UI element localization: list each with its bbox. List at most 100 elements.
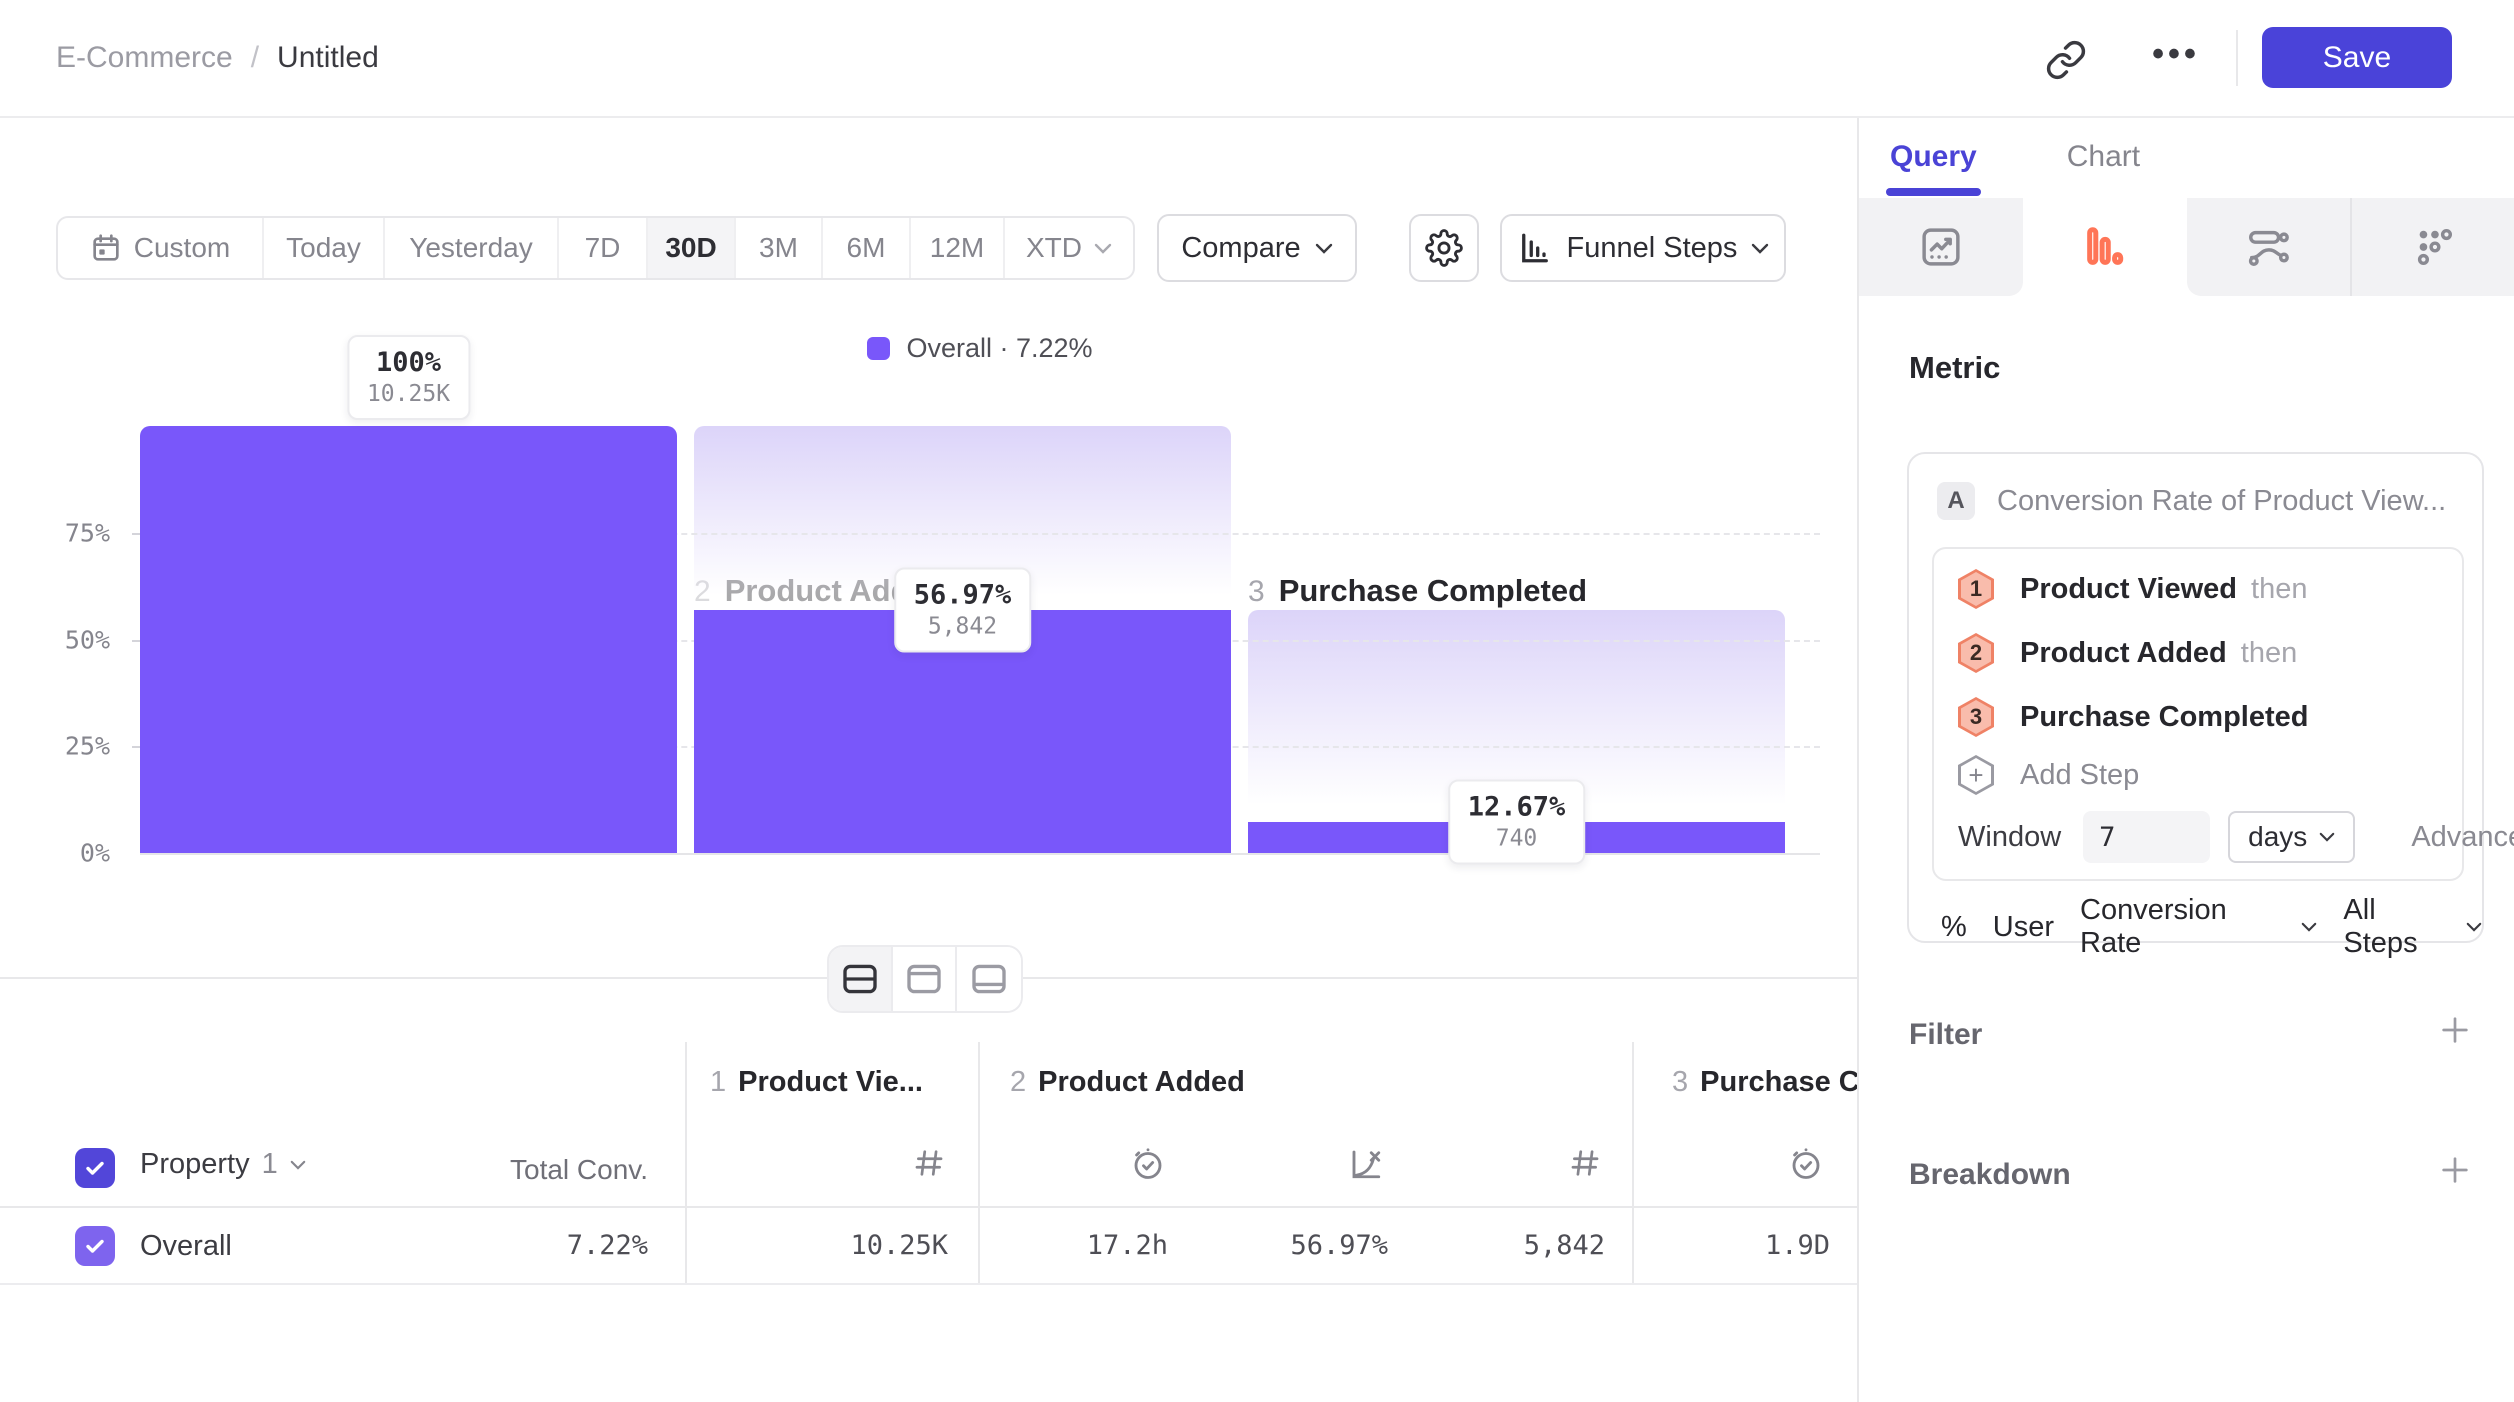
layout-table-only-button[interactable] [957, 947, 1021, 1011]
add-step-button[interactable]: + Add Step [1958, 755, 2139, 795]
step-row-1[interactable]: 1 Product Viewed then [1958, 569, 2307, 609]
measure-type-dropdown[interactable]: Conversion Rate [2080, 894, 2317, 960]
step-then-label: then [2251, 572, 2308, 605]
window-unit-dropdown[interactable]: days [2228, 811, 2356, 863]
chart-settings-button[interactable] [1409, 214, 1479, 282]
conversion-window-row: Window days Advanced [1958, 811, 2514, 863]
time-to-convert-icon[interactable] [1130, 1146, 1166, 1182]
date-range-30d-selected[interactable]: 30D [648, 218, 736, 278]
report-canvas: Custom Today Yesterday 7D 30D 3M 6M 12M … [0, 118, 1857, 1402]
step-badge-3: 3 [1958, 697, 1994, 737]
series-row[interactable]: A Conversion Rate of Product View... [1937, 482, 2446, 520]
table-row-border [0, 1283, 1857, 1285]
colgroup-name: Product Vie... [738, 1066, 923, 1098]
bottom-panel-icon [971, 963, 1007, 995]
layout-chart-only-button[interactable] [893, 947, 957, 1011]
y-tick [132, 746, 146, 749]
breadcrumb: E-Commerce / Untitled [56, 0, 379, 116]
gridline-75 [140, 532, 1820, 535]
viz-tab-retention[interactable] [2350, 198, 2514, 296]
x-axis-step-3: 3 Purchase Completed [1248, 573, 1587, 609]
date-range-3m[interactable]: 3M [736, 218, 823, 278]
series-badge: A [1937, 482, 1975, 520]
check-icon [86, 1239, 104, 1253]
y-tick [132, 639, 146, 642]
compare-button[interactable]: Compare [1157, 214, 1357, 282]
bar-pct: 56.97% [913, 579, 1012, 611]
date-range-today[interactable]: Today [264, 218, 385, 278]
property-label: Property [140, 1148, 250, 1180]
date-range-7d[interactable]: 7D [559, 218, 648, 278]
measure-actor-label[interactable]: User [1992, 910, 2055, 943]
table-colgroup-step-2[interactable]: 2 Product Added [1010, 1066, 1245, 1099]
percent-icon: % [1941, 910, 1967, 943]
viz-tab-flows[interactable] [2186, 198, 2351, 296]
select-all-checkbox[interactable] [75, 1148, 115, 1188]
bar-pct: 12.67% [1467, 791, 1566, 823]
date-range-xtd[interactable]: XTD [1005, 218, 1133, 278]
date-range-yesterday[interactable]: Yesterday [385, 218, 559, 278]
top-panel-icon [906, 963, 942, 995]
copy-link-button[interactable] [2042, 36, 2090, 84]
count-icon[interactable] [1568, 1146, 1602, 1180]
more-options-button[interactable]: ••• [2152, 30, 2200, 78]
add-filter-button[interactable] [2433, 1008, 2477, 1052]
breakdown-section-heading: Breakdown [1909, 1158, 2071, 1191]
colgroup-name: Purchase C [1700, 1066, 1857, 1098]
y-axis-label-25: 25% [64, 731, 110, 761]
date-range-label: 12M [929, 232, 985, 263]
date-range-12m[interactable]: 12M [911, 218, 1005, 278]
funnel-steps-card: 1 Product Viewed then 2 Product Added th… [1932, 547, 2514, 881]
conversion-rate-icon[interactable] [1348, 1146, 1384, 1182]
table-colgroup-step-1[interactable]: 1 Product Vie... [710, 1066, 923, 1099]
row-label-overall[interactable]: Overall [140, 1230, 232, 1262]
funnels-icon [2082, 224, 2128, 270]
filter-section-heading: Filter [1909, 1018, 1983, 1051]
date-range-control: Custom Today Yesterday 7D 30D 3M 6M 12M … [56, 216, 1135, 280]
bar-value-label: 12.67% 740 [1447, 779, 1586, 865]
measure-scope-dropdown[interactable]: All Steps [2343, 894, 2482, 960]
row-checkbox-overall[interactable] [75, 1226, 115, 1266]
tab-query[interactable]: Query [1886, 140, 1981, 196]
property-dropdown[interactable]: Property 1 [140, 1148, 306, 1181]
funnel-bar-step-3[interactable]: 12.67% 740 [1248, 426, 1785, 865]
funnel-bar-step-1[interactable]: 100% 10.25K [140, 335, 677, 853]
chevron-down-icon [2319, 832, 2335, 842]
funnel-steps-viz-button[interactable]: Funnel Steps [1500, 214, 1786, 282]
tab-chart[interactable]: Chart [2066, 140, 2141, 173]
layout-split-button[interactable] [829, 947, 893, 1011]
date-range-label: XTD [1026, 232, 1082, 263]
viz-tab-funnels-active[interactable] [2022, 198, 2187, 296]
chart-legend[interactable]: Overall · 7.22% [140, 333, 1820, 364]
bar-value-label: 100% 10.25K [346, 335, 471, 420]
date-range-6m[interactable]: 6M [823, 218, 911, 278]
step-name: Purchase Completed [1278, 573, 1588, 608]
breadcrumb-current[interactable]: Untitled [277, 41, 379, 74]
step-row-2[interactable]: 2 Product Added then [1958, 633, 2297, 673]
advanced-dropdown[interactable]: Advanced [2411, 821, 2514, 854]
table-colgroup-step-3[interactable]: 3 Purchase C [1672, 1066, 1857, 1099]
add-breakdown-button[interactable] [2433, 1148, 2477, 1192]
date-range-custom[interactable]: Custom [58, 218, 264, 278]
step-badge-2: 2 [1958, 633, 1994, 673]
add-step-label: Add Step [2020, 758, 2140, 791]
count-icon[interactable] [912, 1146, 946, 1180]
calendar-icon [90, 232, 122, 264]
legend-color-swatch [867, 337, 891, 360]
viz-tab-insights[interactable] [1859, 198, 2023, 296]
step-row-3[interactable]: 3 Purchase Completed [1958, 697, 2322, 737]
chevron-down-icon [1315, 243, 1333, 254]
bar-solid [140, 426, 677, 853]
save-button[interactable]: Save [2262, 27, 2452, 88]
date-range-label: Yesterday [409, 232, 533, 263]
measure-row: % User Conversion Rate All Steps [1941, 894, 2482, 960]
funnel-bar-step-2[interactable]: 56.97% 5,842 [694, 426, 1231, 853]
breadcrumb-parent[interactable]: E-Commerce [56, 41, 233, 74]
bar-value-label: 56.97% 5,842 [893, 567, 1032, 653]
time-to-convert-icon[interactable] [1788, 1146, 1824, 1182]
date-range-label: 30D [665, 232, 717, 263]
window-value-input[interactable] [2083, 811, 2211, 863]
total-conv-header[interactable]: Total Conv. [510, 1154, 648, 1185]
step-badge-number: 3 [1961, 700, 1991, 734]
